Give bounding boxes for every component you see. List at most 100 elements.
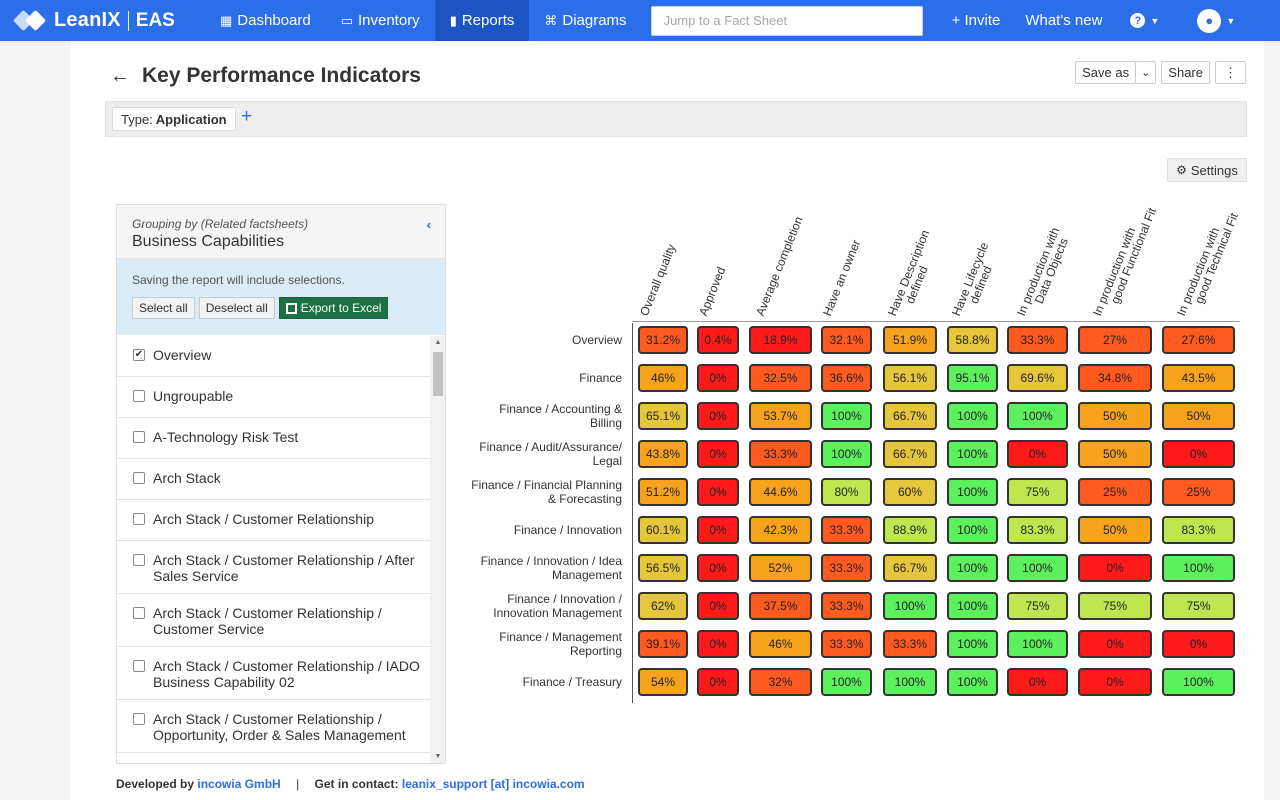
kpi-cell[interactable]: 43.8% [638, 440, 688, 468]
list-scrollbar[interactable]: ▲ ▼ [430, 336, 445, 763]
kpi-cell[interactable]: 33.3% [1007, 326, 1068, 354]
kpi-cell[interactable]: 0% [1078, 554, 1152, 582]
kpi-cell[interactable]: 0% [697, 402, 739, 430]
kpi-cell[interactable]: 46% [749, 630, 812, 658]
developer-link[interactable]: incowia GmbH [197, 777, 281, 791]
kpi-cell[interactable]: 100% [821, 668, 872, 696]
kpi-cell[interactable]: 0% [697, 440, 739, 468]
kpi-cell[interactable]: 100% [947, 554, 998, 582]
kpi-cell[interactable]: 83.3% [1162, 516, 1235, 544]
kpi-cell[interactable]: 32.5% [749, 364, 812, 392]
collapse-panel-icon[interactable]: ‹ [426, 217, 431, 232]
kpi-cell[interactable]: 52% [749, 554, 812, 582]
kpi-cell[interactable]: 50% [1078, 440, 1152, 468]
select-all-button[interactable]: Select all [132, 297, 195, 319]
kpi-cell[interactable]: 100% [821, 402, 872, 430]
list-item[interactable]: Arch Stack / Customer Relationship / Opp… [117, 700, 430, 753]
kpi-cell[interactable]: 66.7% [883, 440, 937, 468]
kpi-cell[interactable]: 33.3% [821, 554, 872, 582]
scrollbar-thumb[interactable] [433, 352, 443, 396]
save-as-dropdown[interactable]: ⌄ [1136, 61, 1157, 84]
kpi-cell[interactable]: 100% [821, 440, 872, 468]
kpi-cell[interactable]: 0% [1007, 668, 1068, 696]
kpi-cell[interactable]: 69.6% [1007, 364, 1068, 392]
kpi-cell[interactable]: 75% [1007, 592, 1068, 620]
kpi-cell[interactable]: 54% [638, 668, 688, 696]
kpi-cell[interactable]: 100% [947, 668, 998, 696]
type-filter-chip[interactable]: Type: Application [112, 107, 236, 131]
kpi-cell[interactable]: 37.5% [749, 592, 812, 620]
kpi-cell[interactable]: 75% [1007, 478, 1068, 506]
kpi-cell[interactable]: 32% [749, 668, 812, 696]
kpi-cell[interactable]: 75% [1162, 592, 1235, 620]
add-filter-icon[interactable]: + [241, 106, 253, 127]
kpi-cell[interactable]: 0% [1007, 440, 1068, 468]
contact-link[interactable]: leanix_support [at] incowia.com [401, 777, 585, 791]
kpi-cell[interactable]: 100% [883, 668, 937, 696]
settings-button[interactable]: ⚙ Settings [1167, 158, 1247, 182]
kpi-cell[interactable]: 60% [883, 478, 937, 506]
checkbox[interactable] [133, 554, 145, 566]
kpi-cell[interactable]: 18.9% [749, 326, 812, 354]
kpi-cell[interactable]: 51.9% [883, 326, 937, 354]
kpi-cell[interactable]: 62% [638, 592, 688, 620]
kpi-cell[interactable]: 100% [947, 516, 998, 544]
kpi-cell[interactable]: 33.3% [821, 630, 872, 658]
fact-sheet-search-input[interactable] [650, 5, 923, 36]
checkbox[interactable] [133, 390, 145, 402]
list-item[interactable]: Arch Stack [117, 459, 430, 500]
kpi-cell[interactable]: 34.8% [1078, 364, 1152, 392]
list-item[interactable]: Ungroupable [117, 377, 430, 418]
kpi-cell[interactable]: 100% [1162, 668, 1235, 696]
kpi-cell[interactable]: 100% [947, 402, 998, 430]
kpi-cell[interactable]: 100% [1007, 402, 1068, 430]
whats-new-link[interactable]: What's new [1025, 12, 1103, 29]
kpi-cell[interactable]: 46% [638, 364, 688, 392]
kpi-cell[interactable]: 27% [1078, 326, 1152, 354]
checkbox[interactable] [133, 713, 145, 725]
kpi-cell[interactable]: 27.6% [1162, 326, 1235, 354]
list-item[interactable]: Arch Stack / Customer Relationship [117, 500, 430, 541]
kpi-cell[interactable]: 100% [947, 478, 998, 506]
kpi-cell[interactable]: 0% [697, 516, 739, 544]
list-item[interactable]: Arch Stack / Customer Relationship / IAD… [117, 647, 430, 700]
kpi-cell[interactable]: 100% [947, 592, 998, 620]
kpi-cell[interactable]: 88.9% [883, 516, 937, 544]
kpi-cell[interactable]: 0% [1078, 630, 1152, 658]
kpi-cell[interactable]: 75% [1078, 592, 1152, 620]
kpi-cell[interactable]: 56.5% [638, 554, 688, 582]
kpi-cell[interactable]: 83.3% [1007, 516, 1068, 544]
kpi-cell[interactable]: 0% [1162, 440, 1235, 468]
kpi-cell[interactable]: 56.1% [883, 364, 937, 392]
kpi-cell[interactable]: 32.1% [821, 326, 872, 354]
kpi-cell[interactable]: 33.3% [821, 592, 872, 620]
kpi-cell[interactable]: 25% [1162, 478, 1235, 506]
kpi-cell[interactable]: 95.1% [947, 364, 998, 392]
kpi-cell[interactable]: 0% [1078, 668, 1152, 696]
list-item[interactable]: ✔ Overview [117, 336, 430, 377]
nav-reports[interactable]: ▮ Reports [434, 0, 530, 41]
checkbox[interactable] [133, 472, 145, 484]
kpi-cell[interactable]: 42.3% [749, 516, 812, 544]
user-menu[interactable]: ● ▼ [1169, 0, 1245, 41]
kpi-cell[interactable]: 25% [1078, 478, 1152, 506]
kpi-cell[interactable]: 50% [1078, 402, 1152, 430]
kpi-cell[interactable]: 0% [697, 554, 739, 582]
checkbox[interactable] [133, 607, 145, 619]
deselect-all-button[interactable]: Deselect all [198, 297, 275, 319]
kpi-cell[interactable]: 100% [1007, 630, 1068, 658]
kpi-cell[interactable]: 50% [1162, 402, 1235, 430]
kpi-cell[interactable]: 33.3% [821, 516, 872, 544]
list-item[interactable]: Arch Stack / Customer Relationship / Cus… [117, 594, 430, 647]
kpi-cell[interactable]: 33.3% [883, 630, 937, 658]
save-as-button[interactable]: Save as [1075, 61, 1137, 84]
kpi-cell[interactable]: 43.5% [1162, 364, 1235, 392]
kpi-cell[interactable]: 0% [1162, 630, 1235, 658]
kpi-cell[interactable]: 0% [697, 478, 739, 506]
kpi-cell[interactable]: 36.6% [821, 364, 872, 392]
kpi-cell[interactable]: 100% [947, 630, 998, 658]
kpi-cell[interactable]: 31.2% [638, 326, 688, 354]
invite-button[interactable]: + Invite [951, 12, 1001, 29]
kpi-cell[interactable]: 100% [1007, 554, 1068, 582]
kpi-cell[interactable]: 0% [697, 364, 739, 392]
